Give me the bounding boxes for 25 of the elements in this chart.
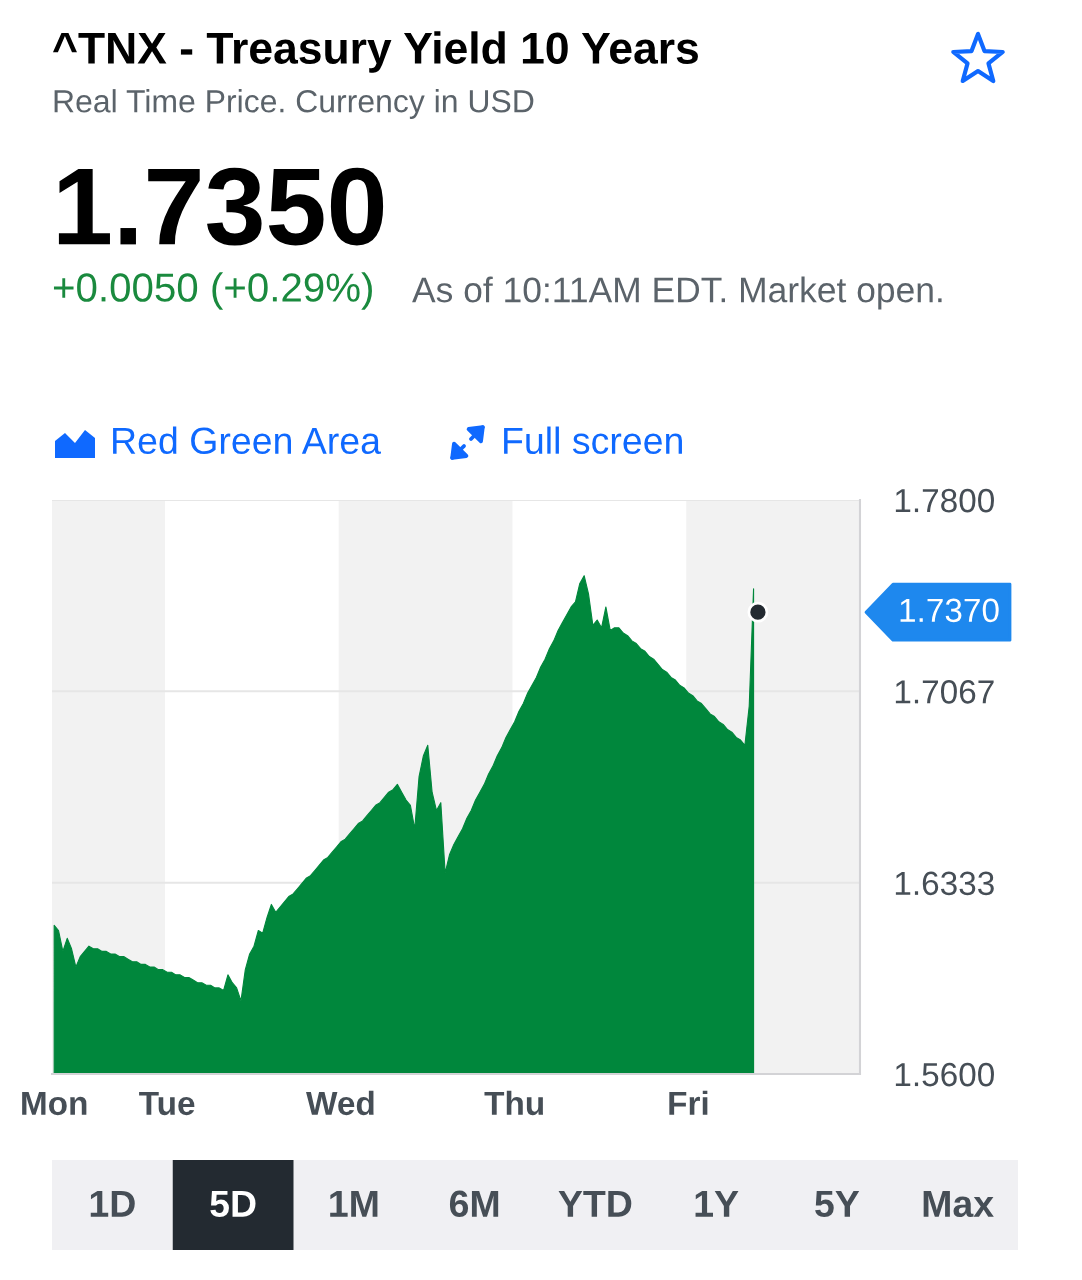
text: 5Y (815, 1190, 860, 1218)
text: As of 10:11AM EDT. Market open. (412, 276, 942, 310)
text: Red Green Area (113, 426, 381, 455)
y-tick-label: 1.6333 (895, 871, 994, 896)
x-tick-label: Fri (669, 1090, 708, 1115)
y-tick-label: 1.7067 (895, 680, 994, 704)
text: YTD (558, 1190, 632, 1217)
x-tick-label: Mon (22, 1091, 87, 1116)
y-tick-label: 1.5600 (895, 1062, 994, 1087)
x-tick-label: Thu (484, 1090, 543, 1116)
text: 1.7350 (58, 167, 384, 246)
chart-subtitle: Real Time Price. Currency in USD (54, 89, 534, 119)
text: 1.7370 (900, 598, 999, 623)
chart-title: ^TNX - Treasury Yield 10 Years (52, 31, 698, 73)
text: +0.0050 (+0.29%) (53, 272, 372, 310)
y-tick-label: 1.7800 (895, 488, 994, 513)
text: 1D (90, 1190, 135, 1217)
text: 1M (330, 1190, 378, 1217)
text: 1Y (695, 1190, 739, 1217)
text: 6M (449, 1190, 499, 1218)
text: Max (923, 1190, 994, 1218)
x-tick-label: Tue (139, 1091, 195, 1116)
text: Full screen (504, 426, 682, 455)
x-tick-label: Wed (306, 1090, 374, 1116)
text: 5D (210, 1190, 256, 1218)
